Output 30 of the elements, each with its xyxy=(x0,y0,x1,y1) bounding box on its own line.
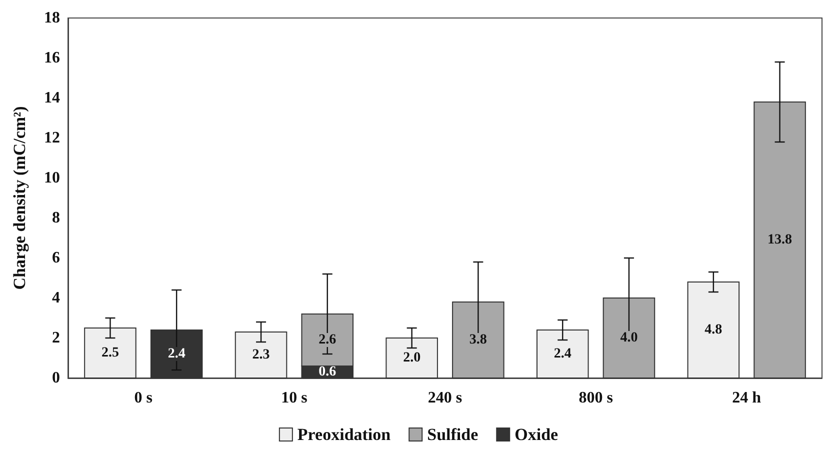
data-label: 3.8 xyxy=(469,332,487,348)
legend-label: Oxide xyxy=(514,425,559,444)
data-label: 0.6 xyxy=(318,364,336,380)
y-tick-label: 12 xyxy=(44,130,60,146)
data-label: 4.0 xyxy=(620,330,638,346)
y-tick-label: 2 xyxy=(52,330,60,346)
data-label: 2.3 xyxy=(252,348,270,362)
y-axis-title: Charge density (mC/cm²) xyxy=(10,106,29,290)
data-label: 13.8 xyxy=(768,232,792,248)
x-tick-label: 24 h xyxy=(732,390,762,406)
data-label: 2.6 xyxy=(318,332,336,348)
y-tick-label: 0 xyxy=(52,370,60,386)
data-label: 2.5 xyxy=(101,346,119,360)
y-tick-label: 18 xyxy=(44,10,60,26)
x-tick-label: 800 s xyxy=(578,390,613,406)
legend-label: Sulfide xyxy=(427,425,479,444)
data-label: 2.4 xyxy=(168,346,186,362)
y-tick-label: 4 xyxy=(52,290,60,306)
y-tick-label: 10 xyxy=(44,170,60,186)
data-label: 4.8 xyxy=(704,322,722,338)
y-tick-label: 6 xyxy=(52,250,60,266)
x-tick-label: 0 s xyxy=(134,390,153,406)
y-tick-label: 14 xyxy=(44,90,60,106)
y-tick-label: 8 xyxy=(52,210,60,226)
data-label: 2.0 xyxy=(403,350,421,366)
y-tick-label: 16 xyxy=(44,50,60,66)
x-tick-label: 240 s xyxy=(428,390,462,406)
data-label: 2.4 xyxy=(554,346,572,362)
x-tick-label: 10 s xyxy=(281,390,308,406)
legend-label: Preoxidation xyxy=(297,425,392,444)
